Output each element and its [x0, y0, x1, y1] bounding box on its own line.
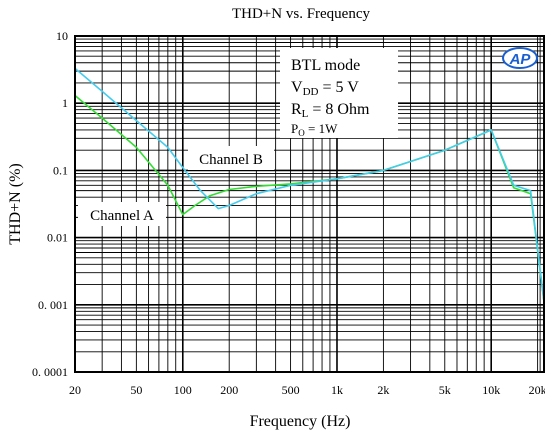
po-main: P — [291, 121, 298, 136]
po-sub: O — [298, 128, 305, 138]
channel-a-label-box: Channel A — [78, 202, 166, 226]
x-tick-labels: 20 50 100 200 500 1k 2k 5k 10k 20k — [69, 383, 545, 397]
chart-title: THD+N vs. Frequency — [232, 6, 371, 22]
channel-b-label-bg — [188, 146, 274, 170]
series-line-channel-b — [74, 67, 545, 303]
x-tick-label: 5k — [439, 383, 451, 397]
x-tick-label: 20k — [529, 383, 545, 397]
y-tick-label: 10 — [56, 29, 68, 43]
rl-label: RL = 8 Ohm — [291, 101, 370, 120]
ap-logo-ellipse — [502, 47, 538, 69]
x-tick-label: 50 — [130, 383, 142, 397]
ap-logo: AP — [502, 47, 538, 69]
minor-grid — [75, 36, 544, 372]
vdd-rest: = 5 V — [318, 79, 359, 96]
y-tick-label: 0. 0001 — [32, 365, 68, 379]
x-tick-label: 100 — [174, 383, 192, 397]
po-label: PO = 1W — [291, 121, 338, 138]
vdd-main: V — [291, 79, 303, 96]
y-tick-label: 0.1 — [53, 163, 68, 177]
vdd-sub: DD — [303, 86, 319, 98]
channel-a-label: Channel A — [90, 208, 154, 224]
x-tick-label: 500 — [282, 383, 300, 397]
conditions-box: BTL mode VDD = 5 V RL = 8 Ohm PO = 1W — [280, 48, 398, 138]
rl-sub: L — [302, 108, 309, 120]
y-tick-label: 1 — [62, 96, 68, 110]
mode-label: BTL mode — [291, 57, 360, 74]
channel-a-label-bg — [78, 202, 166, 226]
y-axis-label: THD+N (%) — [7, 163, 24, 244]
channel-b-label-box: Channel B — [188, 146, 274, 170]
plot-frame — [74, 35, 545, 373]
rl-rest: = 8 Ohm — [308, 101, 370, 118]
x-tick-label: 10k — [482, 383, 500, 397]
x-tick-label: 20 — [69, 383, 81, 397]
x-axis-label: Frequency (Hz) — [250, 413, 351, 430]
y-tick-labels: 10 1 0.1 0.01 0. 001 0. 0001 — [32, 29, 68, 379]
y-tick-label: 0. 001 — [38, 298, 68, 312]
x-tick-label: 2k — [377, 383, 389, 397]
x-tick-label: 200 — [220, 383, 238, 397]
po-rest: = 1W — [305, 121, 338, 136]
vdd-label: VDD = 5 V — [291, 79, 359, 98]
series-layer — [74, 67, 545, 303]
conditions-box-bg — [280, 48, 398, 138]
channel-b-label: Channel B — [199, 152, 263, 168]
ap-logo-text: AP — [509, 51, 532, 68]
y-tick-label: 0.01 — [47, 231, 68, 245]
rl-main: R — [291, 101, 302, 118]
x-tick-label: 1k — [331, 383, 343, 397]
